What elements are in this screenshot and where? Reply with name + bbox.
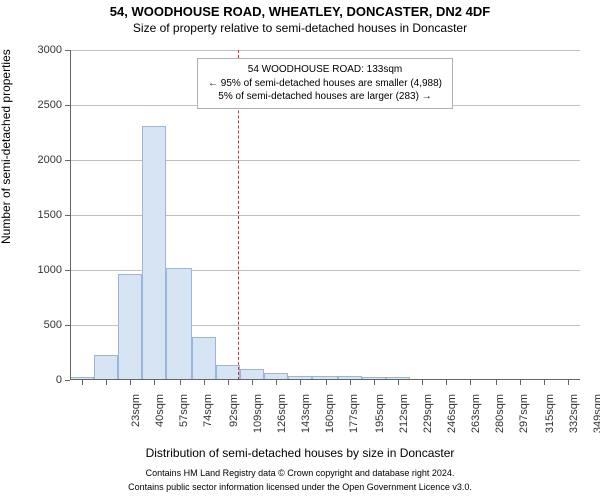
x-axis-label: Distribution of semi-detached houses by …: [0, 446, 600, 460]
histogram-bar: [142, 126, 166, 380]
annotation-box: 54 WOODHOUSE ROAD: 133sqm← 95% of semi-d…: [197, 58, 453, 109]
x-tick-label: 109sqm: [252, 394, 264, 454]
plot-area: 05001000150020002500300023sqm40sqm57sqm7…: [70, 50, 580, 380]
annotation-line: 54 WOODHOUSE ROAD: 133sqm: [208, 63, 442, 77]
x-tick-label: 315sqm: [544, 394, 556, 454]
x-tick-label: 195sqm: [374, 394, 386, 454]
x-tick-label: 212sqm: [398, 394, 410, 454]
x-tick-label: 92sqm: [228, 394, 240, 454]
histogram-bar: [166, 268, 192, 380]
x-tick-label: 143sqm: [300, 394, 312, 454]
chart-container: 54, WOODHOUSE ROAD, WHEATLEY, DONCASTER,…: [0, 4, 600, 500]
x-tick-label: 280sqm: [494, 394, 506, 454]
chart-subtitle: Size of property relative to semi-detach…: [0, 21, 600, 35]
x-tick-label: 229sqm: [422, 394, 434, 454]
y-tick-label: 500: [12, 319, 62, 331]
x-tick-label: 246sqm: [446, 394, 458, 454]
histogram-bar: [118, 274, 142, 380]
annotation-line: ← 95% of semi-detached houses are smalle…: [208, 77, 442, 91]
y-tick-label: 1500: [12, 209, 62, 221]
x-tick-label: 74sqm: [202, 394, 214, 454]
y-tick-label: 0: [12, 374, 62, 386]
x-tick-label: 263sqm: [470, 394, 482, 454]
y-tick-label: 3000: [12, 44, 62, 56]
footer-line-2: Contains public sector information licen…: [0, 482, 600, 492]
x-tick-label: 40sqm: [154, 394, 166, 454]
x-tick-label: 23sqm: [130, 394, 142, 454]
gridline: [70, 50, 580, 51]
x-tick-label: 57sqm: [178, 394, 190, 454]
histogram-bar: [94, 355, 118, 380]
x-tick-label: 126sqm: [276, 394, 288, 454]
x-tick-label: 297sqm: [518, 394, 530, 454]
x-tick-label: 349sqm: [592, 394, 600, 454]
x-tick-label: 177sqm: [348, 394, 360, 454]
x-tick-label: 160sqm: [324, 394, 336, 454]
y-tick-label: 2500: [12, 99, 62, 111]
y-tick-label: 2000: [12, 154, 62, 166]
histogram-bar: [192, 337, 216, 380]
chart-title: 54, WOODHOUSE ROAD, WHEATLEY, DONCASTER,…: [0, 4, 600, 19]
y-tick-label: 1000: [12, 264, 62, 276]
histogram-bar: [216, 365, 240, 380]
footer-line-1: Contains HM Land Registry data © Crown c…: [0, 468, 600, 478]
x-tick-label: 332sqm: [568, 394, 580, 454]
annotation-line: 5% of semi-detached houses are larger (2…: [208, 90, 442, 104]
